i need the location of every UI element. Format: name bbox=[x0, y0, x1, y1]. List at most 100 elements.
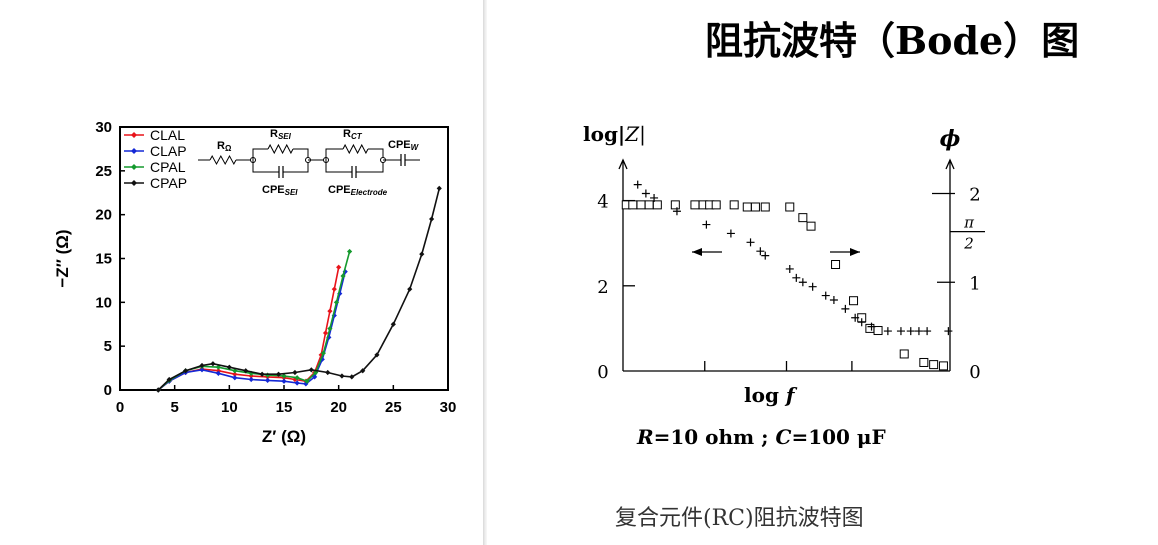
data-point-clal bbox=[331, 286, 337, 292]
data-point-clal bbox=[232, 371, 238, 377]
data-point-cpap bbox=[374, 352, 380, 358]
data-point-cpal bbox=[340, 273, 346, 279]
data-point-clal bbox=[248, 373, 254, 379]
data-point-clal bbox=[215, 368, 221, 374]
bode-x-label-log: log bbox=[744, 383, 786, 407]
phase-data-point bbox=[896, 327, 905, 336]
nyquist-series-group bbox=[155, 185, 442, 393]
bode-y-axis-label: log|Z| bbox=[583, 122, 646, 147]
magnitude-data-point bbox=[729, 200, 739, 210]
bode-y-label-var: Z bbox=[624, 122, 640, 146]
right-tick-label: 2 bbox=[969, 185, 980, 206]
y-tick-label: 15 bbox=[95, 251, 112, 268]
bode-y-label-end: | bbox=[639, 122, 646, 147]
data-point-cpal bbox=[281, 373, 287, 379]
data-point-cpal bbox=[327, 326, 333, 332]
magnitude-data-point bbox=[798, 213, 808, 223]
label-cpe-sei: CPESEI bbox=[262, 184, 298, 197]
circuit-wire bbox=[252, 160, 309, 173]
label-cpe-electrode-main: CPE bbox=[328, 184, 351, 196]
magnitude-data-point bbox=[899, 349, 909, 359]
legend-marker bbox=[131, 148, 137, 154]
phase-data-point bbox=[641, 189, 650, 198]
phase-data-point bbox=[857, 318, 866, 327]
data-point-cpap bbox=[210, 361, 216, 367]
data-point-cpap bbox=[292, 369, 298, 376]
data-point-cpap bbox=[259, 371, 265, 377]
data-point-cpal bbox=[294, 375, 300, 381]
magnitude-data-point bbox=[785, 202, 795, 212]
bode-right-axis-arrow bbox=[945, 158, 955, 170]
bode-subtitle-part: =100 μF bbox=[791, 425, 885, 449]
phase-data-point bbox=[841, 304, 850, 313]
phase-data-point bbox=[867, 322, 876, 331]
label-r-ohm-sub: Ω bbox=[225, 144, 232, 153]
legend-marker bbox=[131, 180, 137, 186]
label-cpe-w-main: CPE bbox=[388, 139, 411, 151]
magnitude-data-point bbox=[636, 200, 646, 210]
magnitude-data-point bbox=[652, 200, 662, 210]
label-cpe-electrode: CPEElectrode bbox=[328, 184, 388, 197]
bode-y-label-log: log| bbox=[583, 122, 625, 146]
data-point-cpap bbox=[390, 321, 396, 327]
panel-divider bbox=[483, 0, 487, 545]
data-point-cpal bbox=[232, 368, 238, 374]
data-point-cpap bbox=[166, 376, 172, 383]
bode-subtitle-part: R bbox=[636, 425, 654, 449]
bode-x-label-var: f bbox=[784, 383, 798, 407]
left-pointing-arrow-head bbox=[692, 248, 702, 256]
x-tick-label: 15 bbox=[276, 399, 293, 416]
data-point-clal bbox=[322, 330, 329, 336]
phase-data-point bbox=[785, 264, 794, 273]
bode-x-axis-label: log f bbox=[744, 383, 798, 407]
data-point-cpap bbox=[436, 185, 442, 191]
phase-data-point bbox=[726, 229, 735, 238]
data-point-clal bbox=[336, 264, 342, 270]
data-point-cpal bbox=[333, 299, 340, 305]
label-cpe-electrode-sub: Electrode bbox=[351, 188, 388, 197]
x-tick-label: 10 bbox=[221, 399, 238, 416]
y-tick-label: 0 bbox=[104, 382, 112, 399]
legend-label-clal: CLAL bbox=[150, 127, 185, 143]
label-cpe-sei-sub: SEI bbox=[285, 188, 299, 197]
data-point-cpap bbox=[226, 364, 232, 370]
phase-data-point bbox=[821, 291, 830, 300]
phase-data-point bbox=[761, 251, 770, 260]
x-axis-label: Z′ (Ω) bbox=[262, 427, 306, 446]
data-point-cpal bbox=[304, 378, 310, 384]
data-point-cpal bbox=[265, 372, 271, 378]
data-point-clap bbox=[265, 377, 271, 383]
phase-data-point bbox=[650, 193, 659, 202]
data-point-clal bbox=[327, 308, 333, 314]
data-point-cpap bbox=[155, 387, 161, 393]
left-tick-label: 2 bbox=[597, 277, 608, 298]
circuit-wire bbox=[368, 148, 384, 160]
data-point-cpap bbox=[325, 369, 331, 376]
legend-marker bbox=[131, 132, 137, 138]
magnitude-data-point bbox=[806, 221, 816, 231]
x-tick-label: 5 bbox=[170, 399, 178, 416]
legend-marker bbox=[131, 164, 137, 170]
legend-label-cpal: CPAL bbox=[150, 159, 186, 175]
magnitude-data-point bbox=[919, 357, 929, 367]
slide-title: 阻抗波特（Bode）图 bbox=[705, 18, 1080, 63]
resistor-r-ct bbox=[342, 143, 369, 155]
phase-data-point bbox=[883, 327, 892, 336]
label-cpe-w-sub: W bbox=[411, 143, 420, 152]
data-point-clap bbox=[342, 269, 348, 275]
y-axis-label: −Z″ (Ω) bbox=[53, 229, 72, 287]
y-tick-label: 30 bbox=[95, 119, 112, 136]
data-point-cpap bbox=[308, 367, 314, 373]
legend-label-cpap: CPAP bbox=[150, 175, 187, 191]
phase-data-point bbox=[829, 296, 838, 304]
y-tick-label: 20 bbox=[95, 207, 112, 224]
phase-data-point bbox=[914, 327, 923, 336]
resistor-r-ohm bbox=[209, 154, 237, 166]
right-tick-label-pi: π bbox=[963, 214, 975, 232]
circuit-wire bbox=[293, 148, 309, 160]
data-point-cpap bbox=[419, 251, 425, 257]
